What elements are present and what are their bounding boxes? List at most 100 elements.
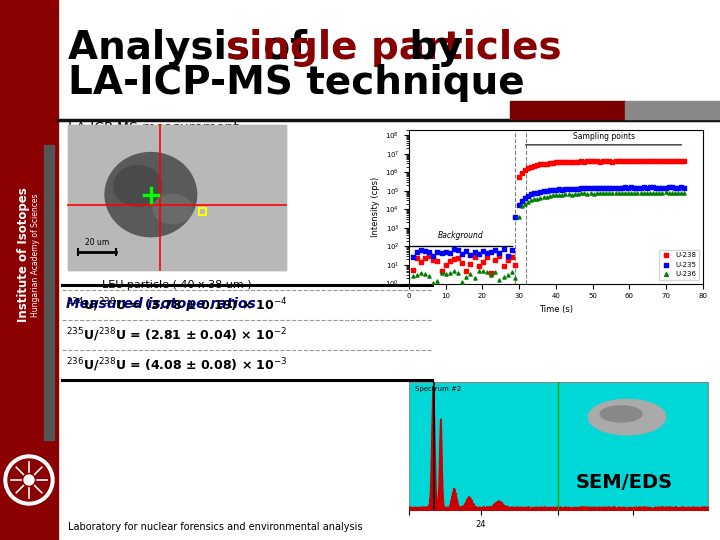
U-236 (626, 188, 637, 197)
U-238 (610, 157, 621, 165)
Ellipse shape (588, 400, 666, 435)
Point (411, 254, 423, 262)
Point (477, 257, 489, 266)
U-235 (666, 183, 678, 192)
U-238 (557, 158, 568, 166)
Point (423, 248, 435, 256)
U-235 (650, 183, 662, 192)
U-235 (613, 183, 624, 192)
U-238 (638, 157, 649, 165)
Point (494, 248, 505, 257)
U-235 (516, 197, 528, 206)
Point (502, 271, 513, 279)
Point (419, 270, 431, 279)
U-236 (678, 188, 690, 197)
U-236 (591, 189, 603, 198)
U-236 (544, 192, 556, 200)
Point (407, 266, 418, 275)
U-238 (603, 157, 615, 166)
Text: Hungarian Academy of Sciences: Hungarian Academy of Sciences (30, 193, 40, 317)
U-238 (582, 157, 593, 166)
Point (452, 253, 464, 262)
U-235 (528, 189, 540, 198)
Point (464, 269, 476, 278)
U-236 (675, 188, 687, 197)
Point (423, 252, 435, 261)
Point (432, 276, 444, 285)
Bar (199, 208, 206, 215)
U-238 (591, 157, 603, 165)
U-236 (531, 194, 543, 203)
U-236 (666, 188, 678, 197)
Point (473, 266, 485, 275)
Point (415, 258, 427, 266)
Circle shape (4, 455, 54, 505)
U-236 (513, 212, 524, 221)
Point (448, 245, 459, 254)
U-236 (563, 190, 575, 199)
U-235 (629, 183, 640, 192)
U-238 (566, 157, 577, 166)
U-235 (591, 184, 603, 192)
U-238 (626, 157, 637, 166)
U-235 (578, 184, 590, 192)
U-238 (613, 157, 624, 166)
U-236 (528, 194, 540, 203)
U-235 (619, 183, 631, 192)
Point (502, 256, 513, 265)
U-238 (554, 158, 565, 166)
X-axis label: Time (s): Time (s) (539, 305, 573, 314)
Point (419, 254, 431, 263)
U-235 (660, 183, 671, 192)
U-235 (675, 183, 687, 192)
U-236 (603, 188, 615, 197)
U-235 (566, 185, 577, 193)
Point (444, 268, 456, 277)
U-238 (647, 157, 659, 165)
Bar (68, 125, 286, 270)
U-236 (610, 189, 621, 198)
U-236 (644, 188, 656, 197)
U-235 (510, 212, 521, 221)
Bar (44, 145, 54, 440)
Point (481, 249, 492, 258)
Legend: U-238, U-235, U-236: U-238, U-235, U-236 (659, 249, 699, 280)
Point (428, 256, 439, 265)
U-238 (547, 158, 559, 167)
U-235 (598, 184, 609, 193)
U-236 (594, 189, 606, 198)
U-235 (672, 184, 684, 192)
Ellipse shape (105, 152, 197, 237)
Point (444, 256, 456, 265)
U-236 (522, 197, 534, 206)
U-238 (650, 157, 662, 166)
U-235 (669, 184, 680, 192)
U-238 (622, 157, 634, 165)
U-236 (519, 200, 531, 209)
U-238 (526, 163, 537, 171)
Point (440, 248, 451, 256)
U-235 (641, 184, 652, 192)
Text: Laboratory for nuclear forensics and environmental analysis: Laboratory for nuclear forensics and env… (68, 522, 362, 532)
U-235 (610, 184, 621, 192)
Point (464, 250, 476, 259)
U-236 (672, 188, 684, 197)
U-238 (672, 157, 684, 165)
U-238 (635, 157, 647, 166)
U-236 (663, 188, 675, 197)
U-238 (654, 157, 665, 166)
Point (485, 271, 497, 279)
U-235 (585, 184, 596, 193)
Text: Background: Background (438, 231, 483, 240)
Point (498, 261, 509, 270)
U-236 (641, 188, 652, 197)
Point (477, 246, 489, 255)
Circle shape (24, 475, 34, 485)
Text: by: by (396, 29, 463, 67)
Point (502, 252, 513, 260)
Point (440, 260, 451, 269)
U-236 (572, 190, 584, 198)
U-236 (569, 190, 580, 198)
U-235 (535, 188, 546, 197)
U-238 (594, 157, 606, 166)
